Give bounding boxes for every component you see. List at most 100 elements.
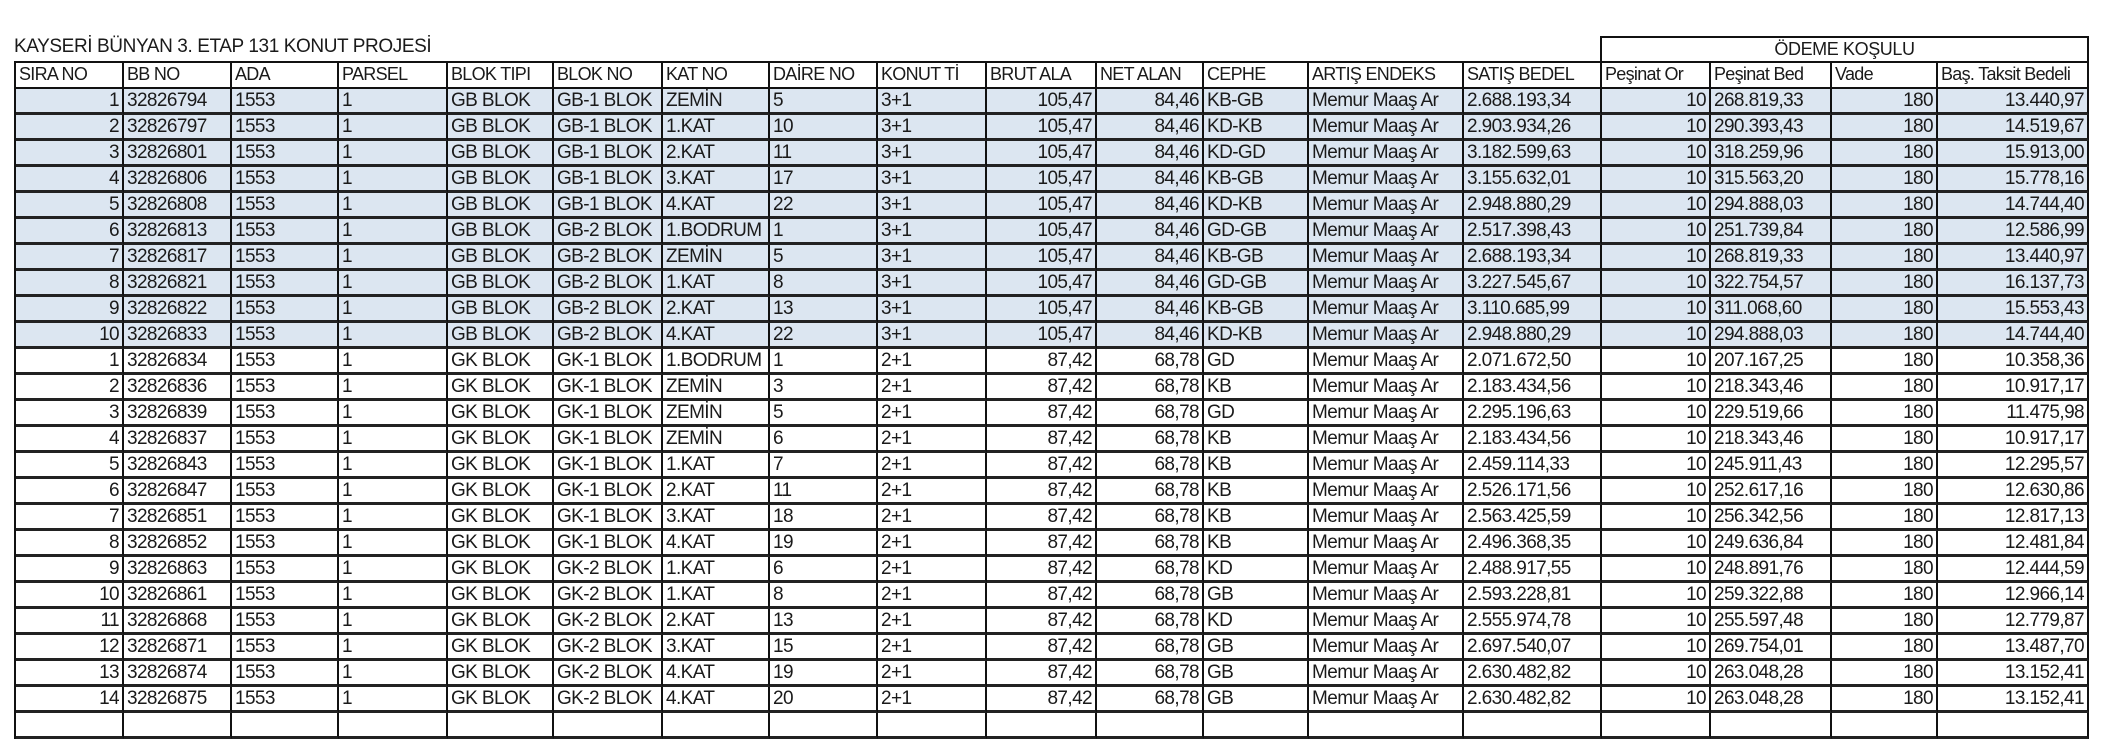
cell-kat-no[interactable]: ZEMİN [663, 401, 770, 427]
cell-sira-no[interactable]: 2 [16, 115, 124, 141]
cell-cephe[interactable]: KB-GB [1204, 167, 1309, 193]
cell-artis-endeksi[interactable]: Memur Maaş Ar [1309, 297, 1464, 323]
cell-pesinat-orani[interactable]: 10 [1602, 557, 1711, 583]
cell-parsel[interactable]: 1 [339, 453, 448, 479]
cell-vade[interactable]: 180 [1832, 245, 1938, 271]
cell-net-alan[interactable]: 68,78 [1097, 557, 1204, 583]
cell-bb-no[interactable]: 32826794 [124, 89, 232, 115]
cell-net-alan[interactable]: 68,78 [1097, 609, 1204, 635]
cell-bas-taksit-bedeli[interactable]: 10.917,17 [1938, 427, 2089, 453]
cell-cephe[interactable]: KB [1204, 505, 1309, 531]
cell-ada[interactable]: 1553 [232, 557, 339, 583]
cell-artis-endeksi[interactable]: Memur Maaş Ar [1309, 167, 1464, 193]
cell-brut-alan[interactable]: 87,42 [987, 557, 1097, 583]
cell-daire-no[interactable]: 10 [770, 115, 878, 141]
cell-cephe[interactable]: GD-GB [1204, 219, 1309, 245]
cell-daire-no[interactable]: 8 [770, 583, 878, 609]
cell-bb-no[interactable]: 32826875 [124, 687, 232, 713]
cell-parsel[interactable]: 1 [339, 115, 448, 141]
cell-cephe[interactable]: GD-GB [1204, 271, 1309, 297]
cell-konut-tipi[interactable]: 2+1 [878, 687, 987, 713]
cell-empty[interactable] [1938, 713, 2089, 739]
column-header-pesinat-bedeli[interactable]: Peşinat Bed [1711, 63, 1832, 89]
cell-artis-endeksi[interactable]: Memur Maaş Ar [1309, 661, 1464, 687]
cell-pesinat-bedeli[interactable]: 269.754,01 [1711, 635, 1832, 661]
cell-satis-bedeli[interactable]: 2.183.434,56 [1464, 427, 1602, 453]
cell-empty[interactable] [663, 713, 770, 739]
cell-net-alan[interactable]: 84,46 [1097, 115, 1204, 141]
cell-kat-no[interactable]: 1.BODRUM [663, 349, 770, 375]
cell-vade[interactable]: 180 [1832, 167, 1938, 193]
cell-sira-no[interactable]: 12 [16, 635, 124, 661]
cell-ada[interactable]: 1553 [232, 141, 339, 167]
cell-artis-endeksi[interactable]: Memur Maaş Ar [1309, 115, 1464, 141]
cell-cephe[interactable]: KD [1204, 557, 1309, 583]
cell-blok-no[interactable]: GK-1 BLOK [554, 479, 663, 505]
cell-bas-taksit-bedeli[interactable]: 10.358,36 [1938, 349, 2089, 375]
cell-ada[interactable]: 1553 [232, 245, 339, 271]
cell-brut-alan[interactable]: 87,42 [987, 349, 1097, 375]
cell-cephe[interactable]: KD-KB [1204, 193, 1309, 219]
cell-vade[interactable]: 180 [1832, 609, 1938, 635]
cell-vade[interactable]: 180 [1832, 401, 1938, 427]
cell-brut-alan[interactable]: 105,47 [987, 323, 1097, 349]
cell-empty[interactable] [878, 713, 987, 739]
cell-bas-taksit-bedeli[interactable]: 11.475,98 [1938, 401, 2089, 427]
cell-satis-bedeli[interactable]: 3.227.545,67 [1464, 271, 1602, 297]
cell-empty[interactable] [1602, 713, 1711, 739]
cell-pesinat-bedeli[interactable]: 315.563,20 [1711, 167, 1832, 193]
cell-pesinat-bedeli[interactable]: 322.754,57 [1711, 271, 1832, 297]
cell-pesinat-bedeli[interactable]: 294.888,03 [1711, 323, 1832, 349]
cell-pesinat-orani[interactable]: 10 [1602, 427, 1711, 453]
cell-daire-no[interactable]: 13 [770, 609, 878, 635]
cell-brut-alan[interactable]: 105,47 [987, 89, 1097, 115]
cell-empty[interactable] [987, 713, 1097, 739]
cell-artis-endeksi[interactable]: Memur Maaş Ar [1309, 453, 1464, 479]
cell-sira-no[interactable]: 9 [16, 557, 124, 583]
cell-artis-endeksi[interactable]: Memur Maaş Ar [1309, 479, 1464, 505]
cell-blok-no[interactable]: GB-2 BLOK [554, 297, 663, 323]
cell-cephe[interactable]: KB-GB [1204, 89, 1309, 115]
cell-pesinat-orani[interactable]: 10 [1602, 401, 1711, 427]
cell-pesinat-orani[interactable]: 10 [1602, 193, 1711, 219]
cell-bas-taksit-bedeli[interactable]: 12.586,99 [1938, 219, 2089, 245]
cell-satis-bedeli[interactable]: 2.555.974,78 [1464, 609, 1602, 635]
cell-kat-no[interactable]: 2.KAT [663, 609, 770, 635]
cell-blok-tipi[interactable]: GB BLOK [448, 141, 554, 167]
cell-ada[interactable]: 1553 [232, 167, 339, 193]
column-header-pesinat-orani[interactable]: Peşinat Or [1602, 63, 1711, 89]
cell-satis-bedeli[interactable]: 2.948.880,29 [1464, 323, 1602, 349]
column-header-bb-no[interactable]: BB NO [124, 63, 232, 89]
cell-empty[interactable] [1464, 713, 1602, 739]
cell-parsel[interactable]: 1 [339, 375, 448, 401]
cell-pesinat-bedeli[interactable]: 249.636,84 [1711, 531, 1832, 557]
cell-brut-alan[interactable]: 105,47 [987, 141, 1097, 167]
cell-satis-bedeli[interactable]: 2.459.114,33 [1464, 453, 1602, 479]
cell-satis-bedeli[interactable]: 2.697.540,07 [1464, 635, 1602, 661]
cell-sira-no[interactable]: 13 [16, 661, 124, 687]
cell-net-alan[interactable]: 84,46 [1097, 167, 1204, 193]
cell-vade[interactable]: 180 [1832, 219, 1938, 245]
cell-blok-no[interactable]: GB-2 BLOK [554, 271, 663, 297]
cell-blok-no[interactable]: GK-1 BLOK [554, 505, 663, 531]
cell-blok-tipi[interactable]: GB BLOK [448, 115, 554, 141]
cell-blok-tipi[interactable]: GK BLOK [448, 583, 554, 609]
cell-konut-tipi[interactable]: 3+1 [878, 193, 987, 219]
cell-pesinat-bedeli[interactable]: 263.048,28 [1711, 687, 1832, 713]
cell-parsel[interactable]: 1 [339, 427, 448, 453]
cell-satis-bedeli[interactable]: 2.183.434,56 [1464, 375, 1602, 401]
cell-daire-no[interactable]: 20 [770, 687, 878, 713]
cell-ada[interactable]: 1553 [232, 297, 339, 323]
cell-sira-no[interactable]: 2 [16, 375, 124, 401]
cell-cephe[interactable]: GD [1204, 401, 1309, 427]
cell-brut-alan[interactable]: 87,42 [987, 531, 1097, 557]
cell-pesinat-orani[interactable]: 10 [1602, 583, 1711, 609]
cell-ada[interactable]: 1553 [232, 531, 339, 557]
cell-blok-tipi[interactable]: GK BLOK [448, 609, 554, 635]
cell-ada[interactable]: 1553 [232, 635, 339, 661]
cell-net-alan[interactable]: 68,78 [1097, 687, 1204, 713]
cell-ada[interactable]: 1553 [232, 687, 339, 713]
cell-net-alan[interactable]: 68,78 [1097, 661, 1204, 687]
cell-sira-no[interactable]: 14 [16, 687, 124, 713]
cell-bas-taksit-bedeli[interactable]: 14.744,40 [1938, 193, 2089, 219]
